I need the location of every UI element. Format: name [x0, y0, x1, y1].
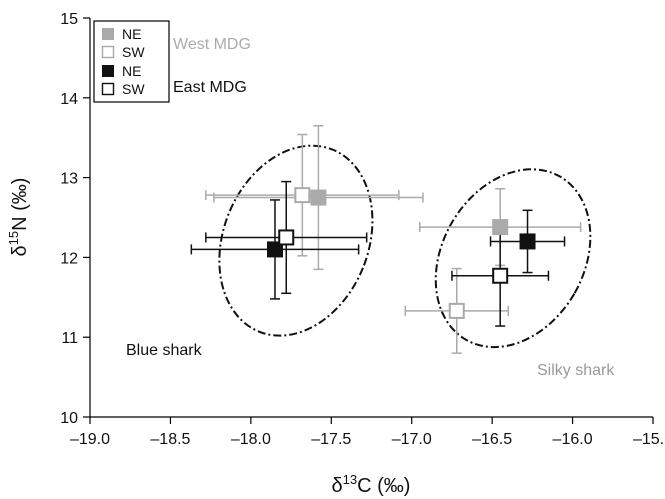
x-tick-label: –15.5 [633, 431, 665, 448]
marker-east-mdg-sw [278, 229, 295, 246]
x-axis-title-superscript: 13 [343, 472, 357, 487]
marker-east-mdg-sw [492, 267, 509, 284]
legend-east-ne-label: NE [122, 63, 141, 79]
axes [89, 18, 653, 418]
y-tick-label: 13 [60, 171, 78, 188]
legend-east-ne-marker [102, 65, 114, 77]
y-tick-label: 12 [60, 250, 78, 267]
x-axis-title-rest: C (‰) [357, 475, 410, 497]
y-axis-title: δ15N (‰) [6, 178, 31, 257]
legend: NE SW NE SW [93, 20, 170, 103]
y-axis-title-delta: δ [9, 245, 31, 256]
ellipse-silky-shark [434, 168, 592, 349]
legend-west-sw-marker [101, 45, 115, 59]
y-tick-label: 10 [60, 410, 78, 427]
annotation-blue-shark: Blue shark [126, 342, 203, 359]
y-tick-label: 15 [60, 11, 78, 28]
tick-group: –19.0 –18.5 –18.0 –17.5 –17.0 –16.5 –16.0 –15.5… [60, 11, 665, 448]
x-tick-label: –17.5 [311, 431, 351, 448]
x-tick-label: –16.0 [553, 431, 593, 448]
marker-group [266, 187, 536, 319]
marker-west-mdg-ne [492, 219, 509, 236]
x-tick-label: –19.0 [70, 431, 110, 448]
x-tick-label: –16.5 [472, 431, 512, 448]
marker-west-mdg-sw [448, 302, 465, 319]
x-axis-title-delta: δ [332, 475, 343, 497]
marker-east-mdg-ne [519, 233, 536, 250]
legend-west-sw-label: SW [122, 44, 145, 60]
legend-west-ne-marker [102, 28, 114, 40]
legend-west-ne-label: NE [122, 26, 141, 42]
y-axis-title-rest: N (‰) [9, 178, 31, 231]
marker-west-mdg-sw [294, 187, 311, 204]
x-tick-label: –18.5 [150, 431, 190, 448]
x-axis-title: δ13C (‰) [332, 472, 411, 497]
y-tick-label: 14 [60, 91, 78, 108]
ellipse-group [218, 144, 592, 349]
legend-group-east-mdg: East MDG [173, 79, 247, 96]
legend-east-sw-marker [101, 82, 115, 96]
ellipse-blue-shark [218, 144, 374, 337]
legend-group-west-mdg: West MDG [173, 36, 251, 53]
y-axis-title-superscript: 15 [6, 231, 21, 245]
x-tick-label: –17.0 [392, 431, 432, 448]
annotation-silky-shark: Silky shark [537, 362, 615, 379]
x-tick-label: –18.0 [231, 431, 271, 448]
legend-east-sw-label: SW [122, 81, 145, 97]
marker-west-mdg-ne [310, 189, 327, 206]
y-tick-label: 11 [61, 330, 78, 347]
